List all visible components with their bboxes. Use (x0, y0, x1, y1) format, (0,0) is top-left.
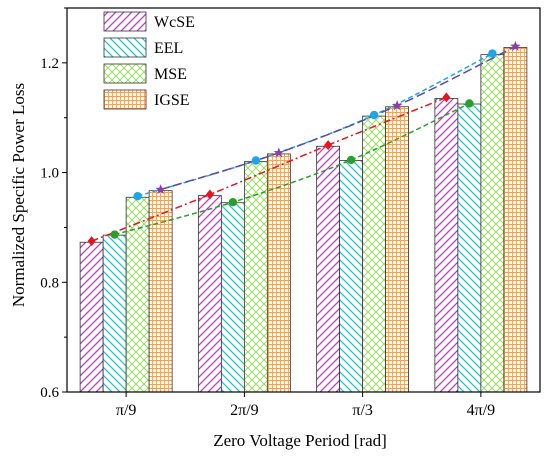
y-tick-label: 1.2 (40, 56, 59, 72)
marker-wcse-4 (442, 92, 451, 103)
x-tick-label: π/3 (352, 402, 373, 419)
legend-swatch-wcse (103, 11, 147, 32)
marker-eel-2 (228, 197, 238, 207)
bar-mse-4 (480, 54, 505, 393)
bar-igse-4 (503, 47, 528, 393)
legend-swatch-mse (103, 63, 147, 84)
y-tick-label: 1.0 (40, 166, 59, 182)
marker-eel-1 (110, 230, 119, 239)
x-tick-label: π/9 (116, 402, 137, 419)
x-tick-label: 4π/9 (467, 402, 496, 419)
trend-line-wcse (91, 96, 447, 242)
bar-eel-4 (457, 103, 482, 393)
trend-line-igse (160, 45, 516, 191)
bar-wcse-3 (316, 145, 341, 393)
legend-label-mse: MSE (154, 66, 187, 83)
legend: WcSE EEL MSE IGSE (103, 11, 195, 110)
legend-label-igse: IGSE (154, 92, 190, 109)
legend-swatch-igse (103, 89, 147, 110)
marker-igse-1 (155, 184, 166, 195)
bar-igse-3 (385, 106, 410, 393)
bar-mse-2 (243, 161, 268, 393)
legend-label-wcse: WcSE (154, 14, 195, 31)
legend-swatch-eel (103, 37, 147, 58)
legend-label-eel: EEL (154, 40, 183, 57)
bars-layer (79, 47, 528, 393)
marker-mse-3 (369, 110, 379, 120)
bar-wcse-4 (434, 98, 459, 393)
bar-mse-3 (362, 115, 387, 393)
marker-mse-4 (488, 49, 497, 58)
y-axis-title: Normalized Specific Power Loss (9, 83, 28, 307)
y-tick-label: 0.8 (40, 275, 59, 291)
marker-igse-3 (391, 100, 403, 111)
marker-wcse-2 (205, 189, 214, 200)
markers-layer (87, 40, 521, 247)
plot-frame (66, 7, 541, 393)
bar-eel-2 (220, 202, 245, 393)
x-axis-title: Zero Voltage Period [rad] (213, 431, 387, 450)
bar-eel-1 (102, 234, 127, 393)
trend-lines-layer (91, 45, 516, 242)
axes-layer: 0.6 0.8 1.0 1.2 π/9 2π/9 π/3 4π/9 (40, 7, 541, 419)
marker-mse-2 (251, 156, 261, 165)
x-tick-label: 2π/9 (230, 402, 259, 419)
marker-igse-2 (273, 147, 285, 158)
marker-eel-3 (346, 155, 356, 165)
marker-eel-4 (465, 99, 474, 108)
bar-eel-3 (339, 160, 364, 393)
bar-wcse-2 (197, 195, 222, 393)
marker-wcse-1 (87, 236, 96, 247)
trend-line-eel (114, 102, 470, 236)
bar-wcse-1 (79, 241, 104, 393)
marker-mse-1 (133, 191, 142, 201)
bar-igse-1 (148, 190, 173, 393)
marker-igse-4 (510, 40, 521, 51)
y-tick-label: 0.6 (40, 385, 59, 401)
marker-wcse-3 (324, 140, 333, 151)
